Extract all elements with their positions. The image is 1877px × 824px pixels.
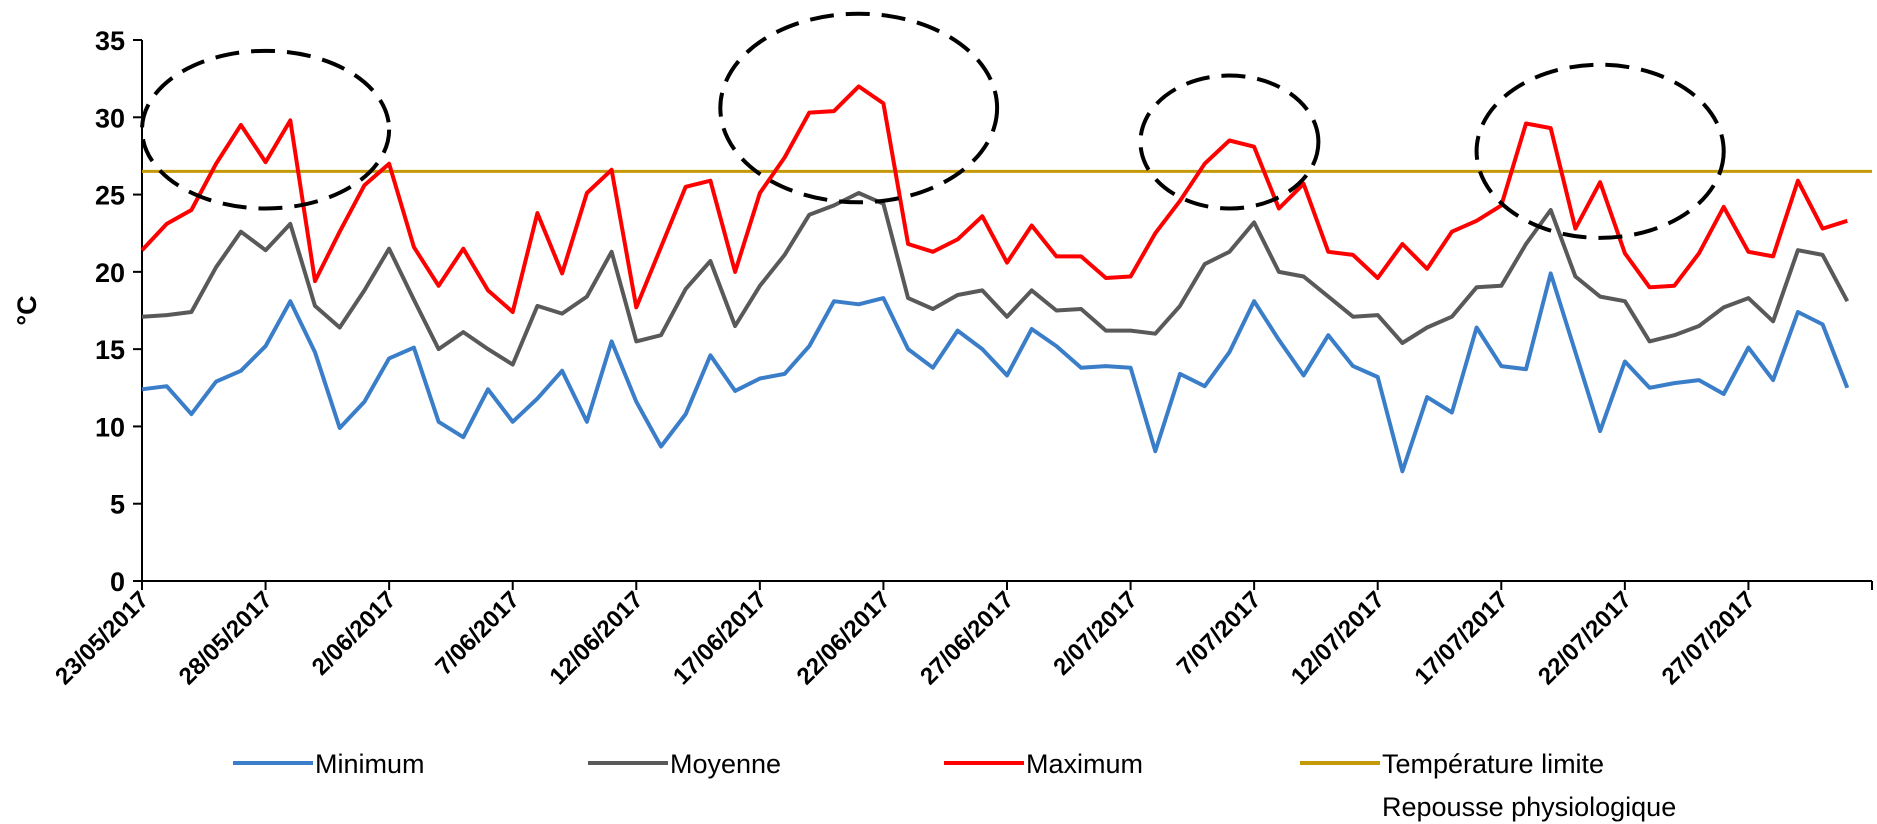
x-tick-label: 12/06/2017 — [544, 586, 648, 690]
annotation-ellipse — [140, 48, 392, 211]
legend-label: Température limite — [1382, 749, 1604, 779]
series-line-moyenne — [141, 191, 1850, 367]
x-tick-label: 12/07/2017 — [1286, 586, 1390, 690]
x-tick-label: 27/07/2017 — [1657, 586, 1761, 690]
x-tick-label: 22/06/2017 — [792, 586, 896, 690]
y-tick-label: 10 — [95, 412, 125, 442]
x-tick-label: 22/07/2017 — [1533, 586, 1637, 690]
legend-label: Moyenne — [670, 749, 781, 779]
legend-label: Repousse physiologique — [1382, 792, 1676, 822]
x-tick-label: 2/06/2017 — [307, 586, 402, 681]
series-line-minimum — [141, 271, 1850, 474]
x-tick-label: 23/05/2017 — [50, 586, 154, 690]
y-tick-label: 15 — [95, 335, 125, 365]
annotation-ellipse — [718, 11, 1000, 205]
legend-label: Maximum — [1026, 749, 1143, 779]
x-tick-label: 17/07/2017 — [1409, 586, 1513, 690]
y-tick-label: 35 — [95, 26, 125, 56]
series-lines — [140, 84, 1850, 474]
y-axis-label: °C — [12, 295, 42, 325]
y-tick-label: 0 — [110, 567, 125, 597]
legend: Minimum Moyenne Maximum Température limite R… — [233, 749, 1676, 822]
y-tick-label: 20 — [95, 258, 125, 288]
x-tick-label: 17/06/2017 — [668, 586, 772, 690]
x-tick-label: 27/06/2017 — [915, 586, 1019, 690]
legend-label: Minimum — [315, 749, 425, 779]
x-tick-label: 7/07/2017 — [1172, 586, 1267, 681]
x-tick-label: 2/07/2017 — [1048, 586, 1143, 681]
y-tick-label: 30 — [95, 103, 125, 133]
annotation-ellipses — [140, 11, 1726, 240]
annotation-ellipse — [1474, 62, 1726, 240]
y-tick-label: 5 — [110, 490, 125, 520]
x-tick-label: 28/05/2017 — [174, 586, 278, 690]
x-tick-label: 7/06/2017 — [430, 586, 525, 681]
series-line-maximum — [140, 84, 1848, 314]
y-tick-label: 25 — [95, 181, 125, 211]
annotation-ellipse — [1138, 73, 1321, 211]
